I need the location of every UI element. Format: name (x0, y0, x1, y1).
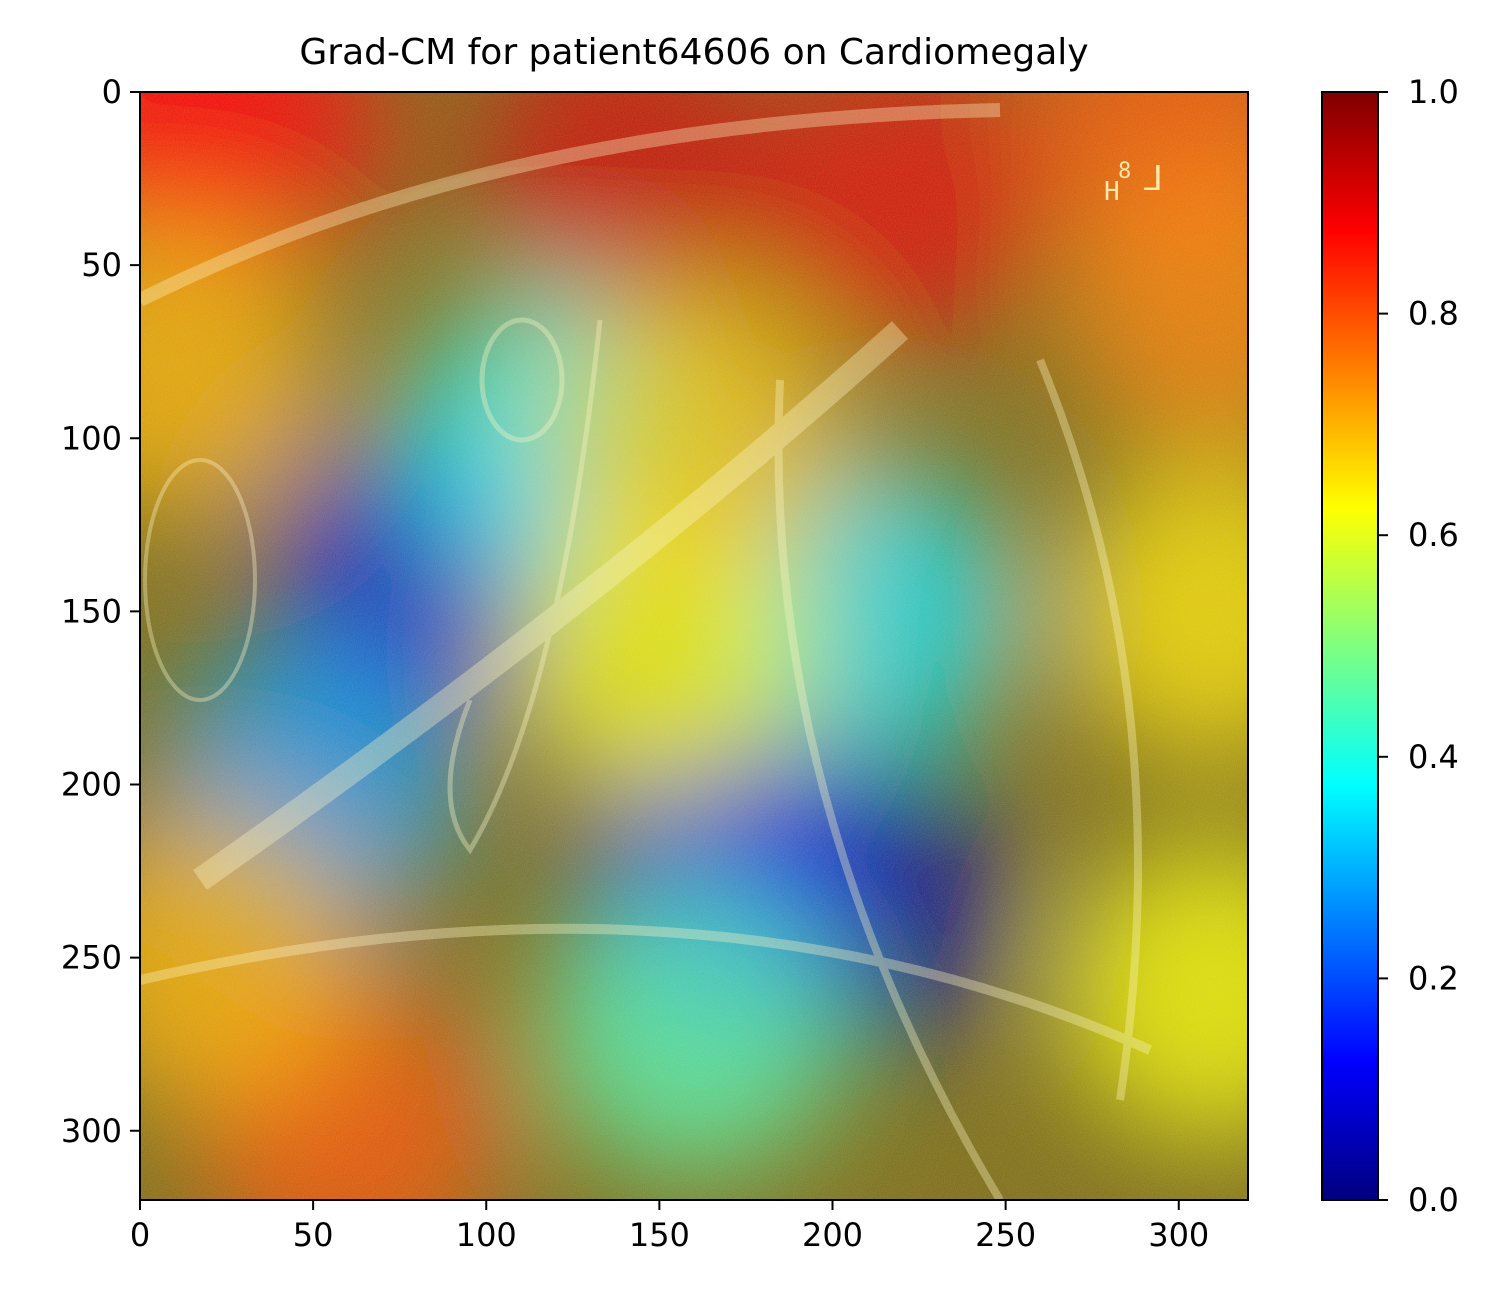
plot-frame (139, 91, 1249, 1201)
y-tick-label: 50 (81, 246, 122, 284)
heatmap-image: H 8 ⅃ (140, 92, 1248, 1200)
y-tick-label: 100 (61, 419, 122, 457)
colorbar-tick-label: 1.0 (1408, 73, 1459, 111)
x-tick-label: 250 (975, 1216, 1036, 1254)
corner-marker-sup: 8 (1118, 159, 1131, 184)
x-tick-label: 300 (1148, 1216, 1209, 1254)
colorbar-tick-label: 0.8 (1408, 295, 1459, 333)
x-tick-label: 150 (629, 1216, 690, 1254)
corner-marker-bracket: ⅃ (1144, 159, 1163, 199)
colorbar-axis: 0.0 0.2 0.4 0.6 0.8 1.0 (1378, 73, 1459, 1219)
colorbar (1322, 92, 1378, 1200)
y-axis: 0 50 100 150 200 250 300 (61, 73, 140, 1150)
figure-title: Grad-CM for patient64606 on Cardiomegaly (299, 32, 1088, 73)
x-tick-label: 50 (293, 1216, 334, 1254)
y-tick-label: 0 (102, 73, 122, 111)
colorbar-frame (1321, 91, 1379, 1201)
colorbar-tick-label: 0.4 (1408, 738, 1459, 776)
colorbar-tick-label: 0.6 (1408, 516, 1459, 554)
x-tick-label: 100 (456, 1216, 517, 1254)
x-axis: 0 50 100 150 200 250 300 (130, 1200, 1209, 1254)
x-tick-label: 200 (802, 1216, 863, 1254)
colorbar-tick-label: 0.2 (1408, 959, 1459, 997)
x-tick-label: 0 (130, 1216, 150, 1254)
y-tick-label: 200 (61, 766, 122, 804)
colorbar-tick-label: 0.0 (1408, 1181, 1459, 1219)
y-tick-label: 300 (61, 1112, 122, 1150)
y-tick-label: 250 (61, 939, 122, 977)
corner-marker: H (1104, 177, 1120, 207)
y-tick-label: 150 (61, 592, 122, 630)
